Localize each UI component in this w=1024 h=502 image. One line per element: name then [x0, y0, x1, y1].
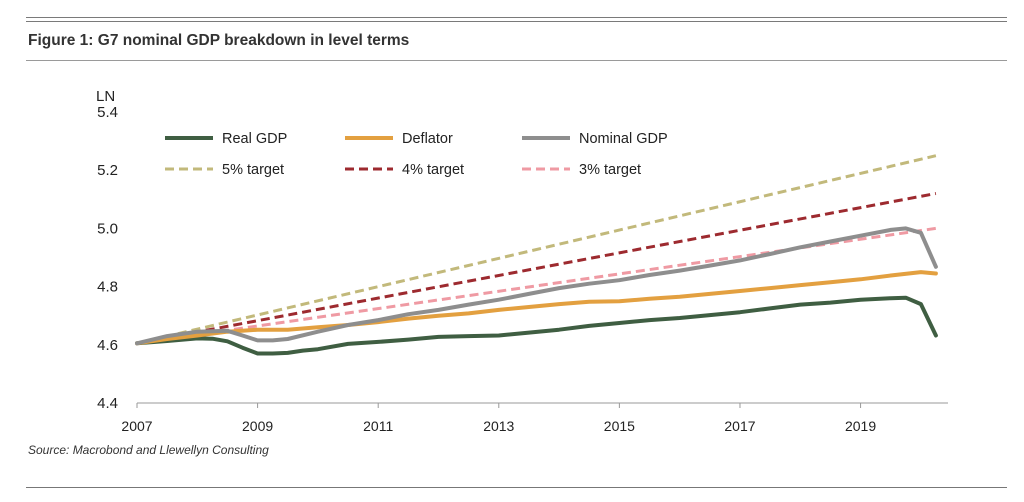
x-tick-label: 2017 — [724, 418, 755, 434]
y-tick-label: 4.8 — [97, 279, 118, 296]
y-tick-label: 4.6 — [97, 337, 118, 354]
y-tick-label: 5.0 — [97, 220, 118, 237]
title-divider — [26, 60, 1007, 61]
series-line-nominal-gdp — [135, 226, 938, 346]
series-line-4-target — [136, 192, 937, 345]
x-tick-label: 2009 — [242, 418, 273, 434]
series-line-real-gdp — [135, 295, 938, 356]
y-tick-label: 5.4 — [97, 104, 118, 121]
x-tick-label: 2019 — [845, 418, 876, 434]
source-note: Source: Macrobond and Llewellyn Consulti… — [28, 443, 269, 457]
legend-label: Deflator — [402, 131, 453, 147]
series-line-deflator — [135, 270, 938, 346]
legend-label: Real GDP — [222, 131, 287, 147]
y-tick-label: 5.2 — [97, 162, 118, 179]
chart-legend: Real GDP Deflator Nominal GDP 5% target 4% t… — [165, 131, 668, 178]
y-tick-label: 4.4 — [97, 395, 118, 412]
legend-label: 5% target — [222, 162, 284, 178]
y-axis-unit-label: LN — [96, 88, 115, 105]
x-tick-label: 2013 — [483, 418, 514, 434]
legend-label: 3% target — [579, 162, 641, 178]
x-tick-label: 2015 — [604, 418, 635, 434]
x-tick-label: 2007 — [121, 418, 152, 434]
figure-title: Figure 1: G7 nominal GDP breakdown in le… — [28, 32, 410, 49]
chart-axes: LN 4.4 4.6 4.8 5.0 5.2 5.4 2007 2009 2011 2013 2015… — [96, 88, 948, 434]
top-rule-second — [26, 21, 1007, 23]
x-tick-label: 2011 — [363, 418, 393, 434]
series-line-5-target — [136, 154, 937, 345]
bottom-rule — [26, 487, 1007, 489]
legend-label: 4% target — [402, 162, 464, 178]
top-rule — [26, 17, 1007, 19]
legend-label: Nominal GDP — [579, 131, 668, 147]
chart: LN 4.4 4.6 4.8 5.0 5.2 5.4 2007 2009 2011 2013 2015… — [96, 88, 948, 434]
chart-series — [135, 154, 938, 356]
